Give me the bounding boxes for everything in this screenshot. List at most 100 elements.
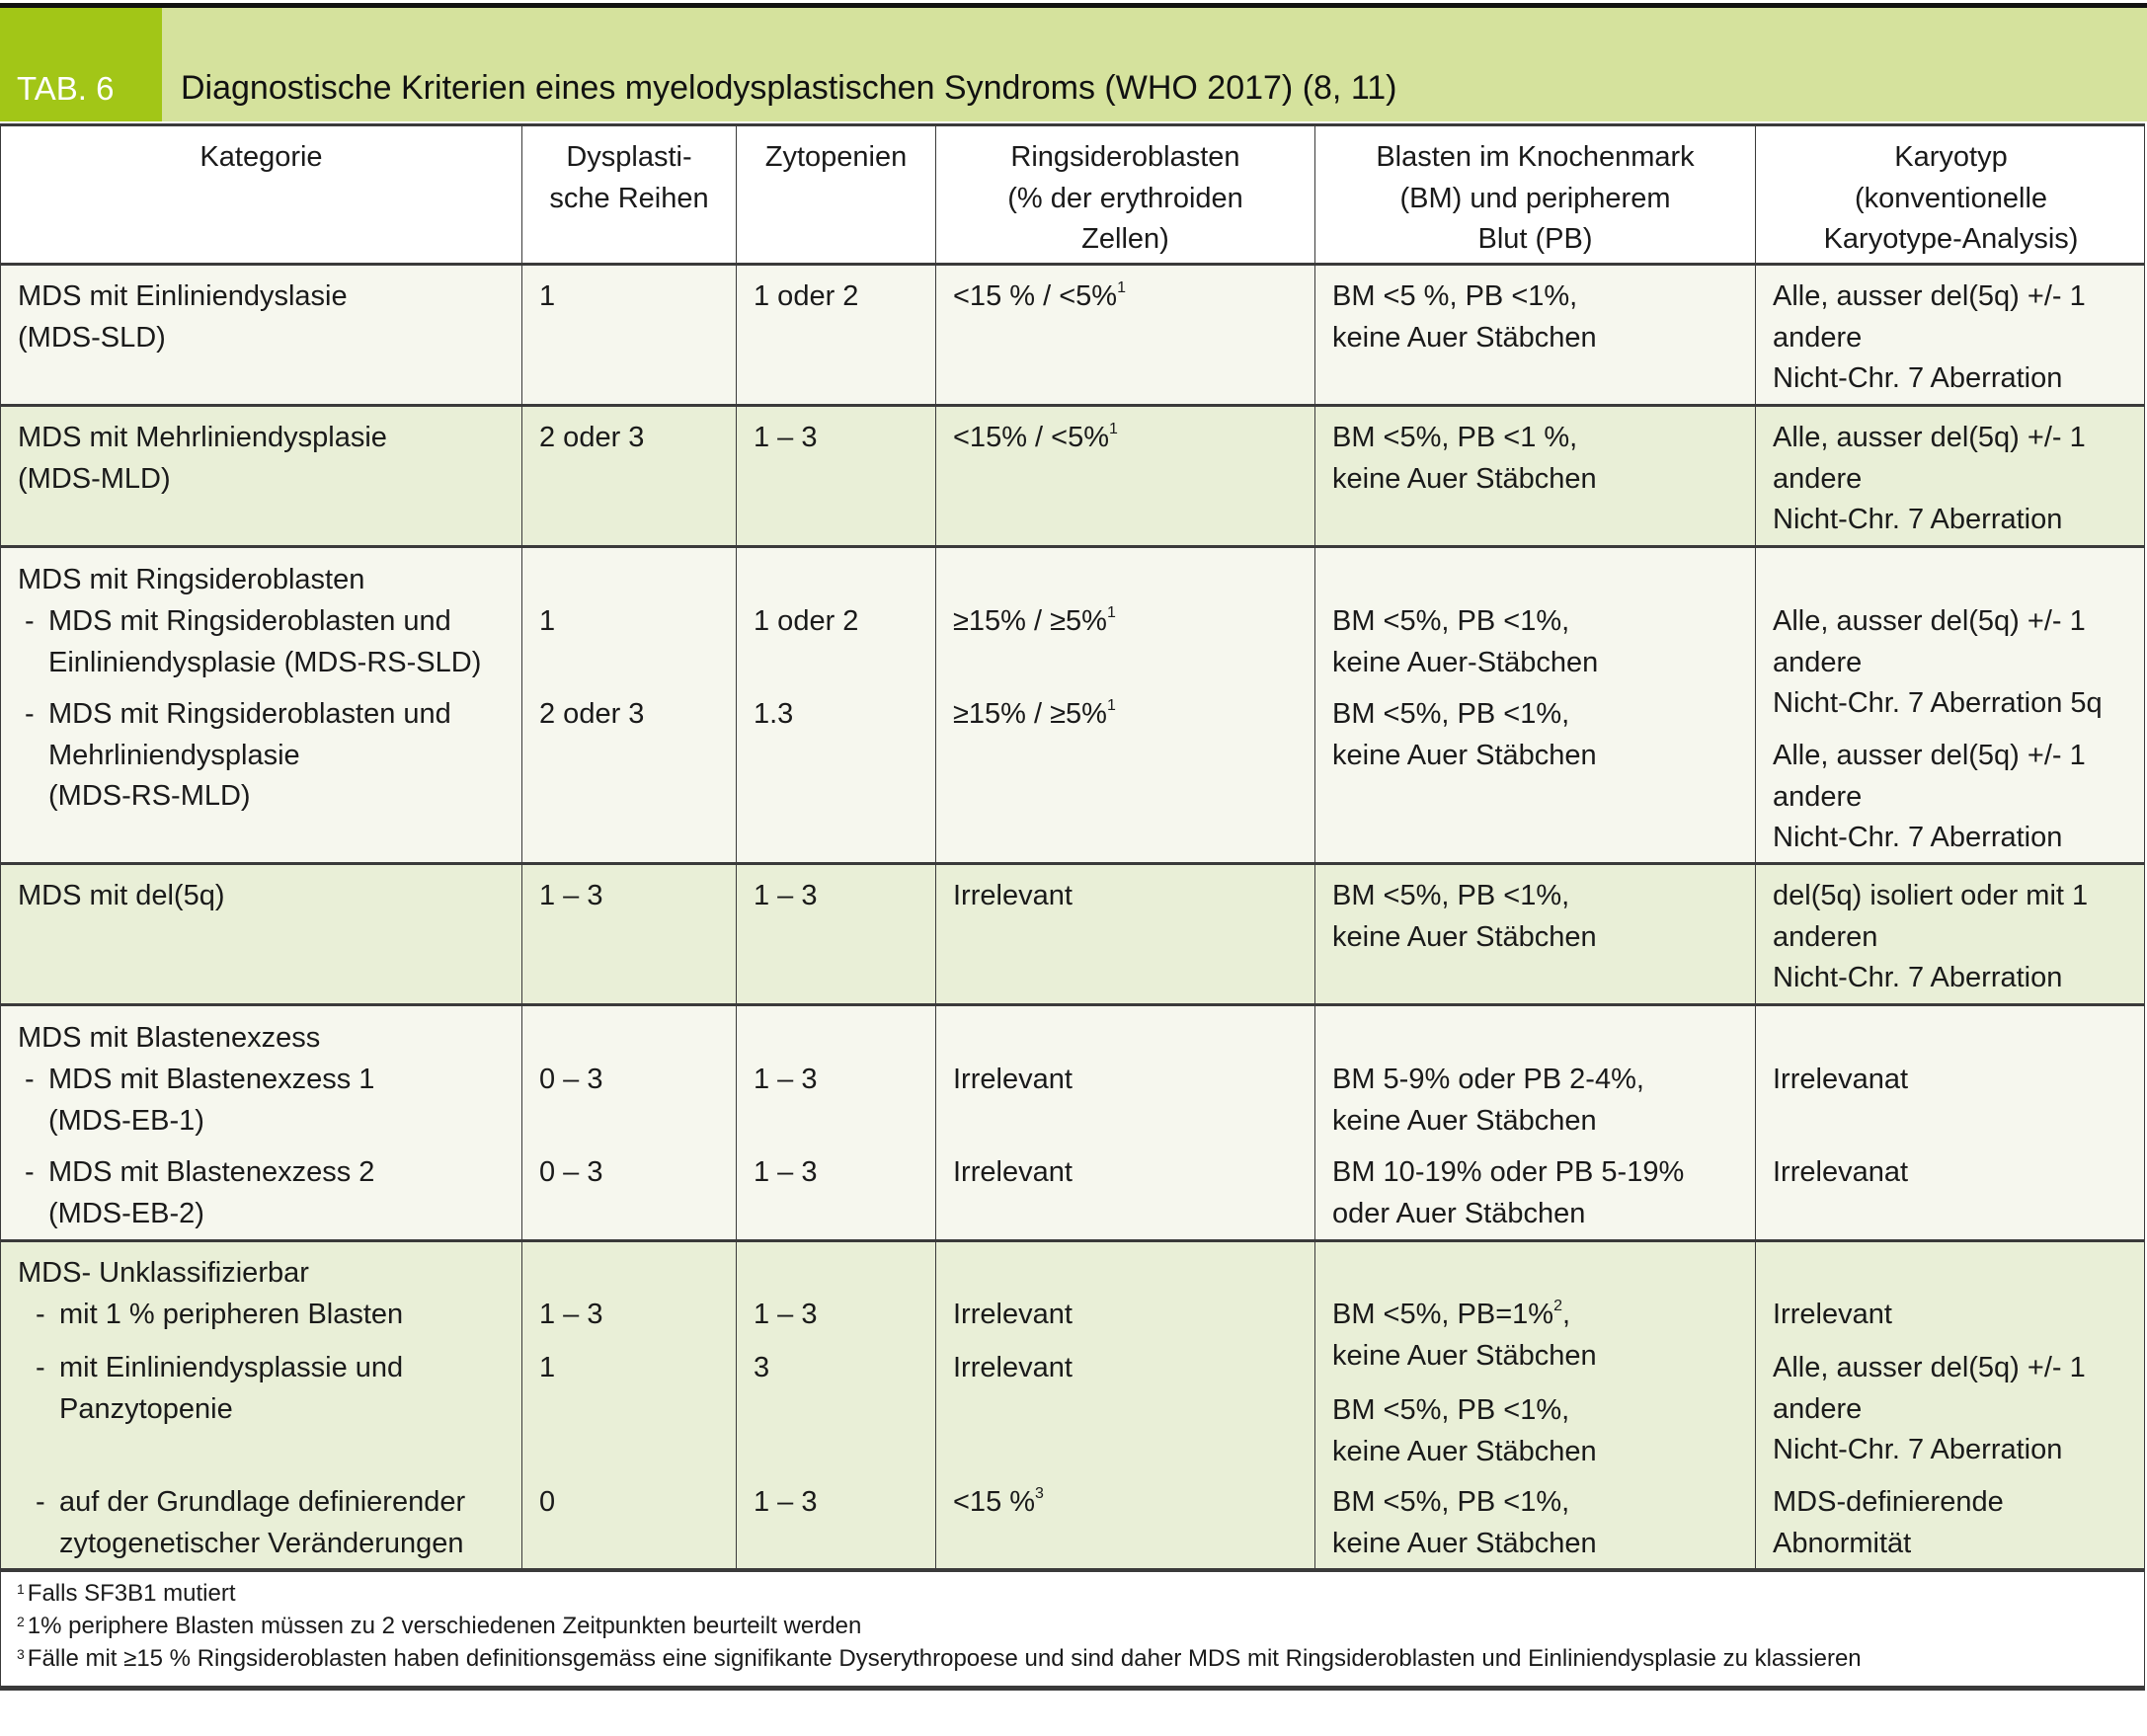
cell-text: BM 5-9% oder PB 2-4%, keine Auer Stäbche… xyxy=(1332,1064,1644,1137)
table-row: MDS- Unklassifizierbar - mit 1 % periphere… xyxy=(0,1239,2145,1568)
cell-text: MDS- Unklassifizierbar xyxy=(18,1257,309,1289)
table-cell: Alle, ausser del(5q) +/- 1 andere Nicht-… xyxy=(1755,407,2146,545)
table-cell: 1 – 3 3 1 – 3 xyxy=(736,1242,935,1568)
table-cell: 1 – 3 xyxy=(736,407,935,545)
table-cell: MDS mit Mehrliniendysplasie (MDS-MLD) xyxy=(0,407,521,545)
cell-value: 0 – 3 xyxy=(539,1152,730,1194)
cell-value: BM 5-9% oder PB 2-4%, keine Auer Stäbche… xyxy=(1332,1060,1749,1142)
table-cell: BM <5%, PB=1%2, keine Auer Stäbchen BM <5… xyxy=(1314,1242,1755,1568)
cell-value: 1 – 3 xyxy=(754,418,929,459)
cell-text: , keine Auer Stäbchen xyxy=(1332,1299,1597,1372)
cell-text: BM <5%, PB=1% xyxy=(1332,1299,1554,1330)
cell-value: 1 oder 2 xyxy=(754,276,929,318)
cell-text: mit 1 % peripheren Blasten xyxy=(59,1299,404,1330)
cell-text: 3 xyxy=(754,1352,770,1383)
list-dash: - xyxy=(25,605,35,637)
cell-text: 2 oder 3 xyxy=(539,422,645,453)
column-header: Blasten im Knochenmark (BM) und peripher… xyxy=(1314,126,1755,263)
cell-text: 1 oder 2 xyxy=(754,605,859,637)
cell-value: MDS-definierende Abnormität xyxy=(1773,1482,2140,1564)
table-cell: del(5q) isoliert oder mit 1 anderen Nich… xyxy=(1755,865,2146,1003)
cell-value: BM <5%, PB <1%, keine Auer Stäbchen xyxy=(1332,1482,1749,1564)
table-cell: Alle, ausser del(5q) +/- 1 andere Nicht-… xyxy=(1755,266,2146,404)
cell-value: Alle, ausser del(5q) +/- 1 andere Nicht-… xyxy=(1773,601,2140,725)
footnote-2: 2 1% periphere Blasten müssen zu 2 versch… xyxy=(17,1613,861,1640)
cell-value: 1.3 xyxy=(754,694,929,736)
table-cell: BM 5-9% oder PB 2-4%, keine Auer Stäbche… xyxy=(1314,1006,1755,1239)
cell-text: del(5q) isoliert oder mit 1 anderen Nich… xyxy=(1773,880,2089,994)
cell-value: 1 xyxy=(539,276,730,318)
cell-value: 0 – 3 xyxy=(539,1060,730,1101)
cell-text: MDS mit Blastenexzess 1 (MDS-EB-1) xyxy=(48,1064,375,1137)
cell-text: BM <5%, PB <1%, keine Auer Stäbchen xyxy=(1332,880,1597,953)
cell-value: <15% / <5%1 xyxy=(953,418,1309,459)
table-cell: 0 – 3 0 – 3 xyxy=(521,1006,736,1239)
cell-text: Irrelevant xyxy=(1773,1299,1892,1330)
footnote-text: 1% periphere Blasten müssen zu 2 verschi… xyxy=(27,1613,862,1639)
category: MDS mit Einliniendyslasie (MDS-SLD) xyxy=(18,276,516,358)
column-header-label: Dysplasti- sche Reihen xyxy=(549,141,709,214)
cell-value: 1 – 3 xyxy=(754,1295,929,1336)
footnote-mark: 2 xyxy=(17,1614,25,1629)
category: MDS mit Ringsideroblasten xyxy=(18,560,516,601)
cell-text: BM <5%, PB <1%, keine Auer Stäbchen xyxy=(1332,698,1597,771)
footnote-reference: 1 xyxy=(1117,279,1126,296)
cell-value: 1 – 3 xyxy=(754,1152,929,1194)
cell-value: Alle, ausser del(5q) +/- 1 andere Nicht-… xyxy=(1773,276,2140,400)
cell-text: Irrelevant xyxy=(953,1064,1073,1095)
subcategory: - MDS mit Ringsideroblasten und Mehrlinie… xyxy=(25,694,516,818)
cell-text: 1.3 xyxy=(754,698,794,730)
cell-value: 3 xyxy=(754,1348,929,1389)
table-cell: Irrelevanat Irrelevanat xyxy=(1755,1006,2146,1239)
table-cell: 1 xyxy=(521,266,736,404)
cell-text: auf der Grundlage definierender zytogene… xyxy=(59,1486,466,1559)
table-cell: 1 – 3 xyxy=(736,865,935,1003)
table-cell: 1 oder 2 1.3 xyxy=(736,548,935,862)
table-cell: <15% / <5%1 xyxy=(935,407,1314,545)
table-row: MDS mit Ringsideroblasten - MDS mit Ringsi… xyxy=(0,545,2145,862)
cell-value: ≥15% / ≥5%1 xyxy=(953,601,1309,643)
table-cell: 1 oder 2 xyxy=(736,266,935,404)
cell-value: Alle, ausser del(5q) +/- 1 andere Nicht-… xyxy=(1773,1348,2140,1471)
cell-text: MDS-definierende Abnormität xyxy=(1773,1486,2004,1559)
table-cell: BM <5%, PB <1%, keine Auer-Stäbchen BM <5… xyxy=(1314,548,1755,862)
cell-text: MDS mit Blastenexzess 2 (MDS-EB-2) xyxy=(48,1156,375,1229)
footnotes: 1 Falls SF3B1 mutiert 2 1% periphere Blast… xyxy=(0,1568,2145,1691)
cell-text: 1 xyxy=(539,280,556,312)
table-number-tab: TAB. 6 xyxy=(0,8,162,121)
footnote-reference: 2 xyxy=(1553,1298,1562,1314)
cell-value: <15 % / <5%1 xyxy=(953,276,1309,318)
cell-value: Alle, ausser del(5q) +/- 1 andere Nicht-… xyxy=(1773,418,2140,541)
cell-text: BM <5 %, PB <1%, keine Auer Stäbchen xyxy=(1332,280,1597,354)
cell-text: MDS mit Ringsideroblasten und Mehrlinien… xyxy=(48,698,451,813)
footnote-text: Falls SF3B1 mutiert xyxy=(27,1580,236,1607)
cell-value: BM <5 %, PB <1%, keine Auer Stäbchen xyxy=(1332,276,1749,358)
cell-value: Irrelevant xyxy=(953,1348,1309,1389)
subcategory: - mit 1 % peripheren Blasten xyxy=(36,1295,516,1336)
header-row: Kategorie Dysplasti- sche Reihen Zytopenie… xyxy=(0,123,2145,263)
table-row: MDS mit del(5q) 1 – 3 1 – 3 Irrelevant BM <5… xyxy=(0,862,2145,1003)
subcategory: - MDS mit Blastenexzess 1 (MDS-EB-1) xyxy=(25,1060,516,1142)
cell-value: Irrelevanat xyxy=(1773,1060,2140,1101)
category: MDS mit Blastenexzess xyxy=(18,1018,516,1060)
column-header: Dysplasti- sche Reihen xyxy=(521,126,736,263)
footnote-mark: 1 xyxy=(17,1581,25,1597)
cell-text: Irrelevant xyxy=(953,880,1073,911)
top-rule xyxy=(0,3,2147,8)
cell-text: BM <5%, PB <1%, keine Auer Stäbchen xyxy=(1332,1394,1597,1467)
table-row: MDS mit Blastenexzess - MDS mit Blastenexz… xyxy=(0,1003,2145,1239)
footnote-reference: 3 xyxy=(1035,1485,1044,1502)
subcategory: - MDS mit Ringsideroblasten und Einlinien… xyxy=(25,601,516,683)
list-dash: - xyxy=(36,1299,45,1330)
column-header: Ringsideroblasten (% der erythroiden Zel… xyxy=(935,126,1314,263)
cell-value: 1 xyxy=(539,1348,730,1389)
table-cell: BM <5%, PB <1 %, keine Auer Stäbchen xyxy=(1314,407,1755,545)
cell-text: 0 – 3 xyxy=(539,1156,603,1188)
cell-text: Irrelevant xyxy=(953,1352,1073,1383)
list-dash: - xyxy=(36,1352,45,1383)
cell-value: 1 oder 2 xyxy=(754,601,929,643)
cell-value: 1 xyxy=(539,601,730,643)
subcategory: - mit Einliniendysplassie und Panzytopeni… xyxy=(36,1348,516,1430)
table-cell: <15 % / <5%1 xyxy=(935,266,1314,404)
table-cell: BM <5 %, PB <1%, keine Auer Stäbchen xyxy=(1314,266,1755,404)
